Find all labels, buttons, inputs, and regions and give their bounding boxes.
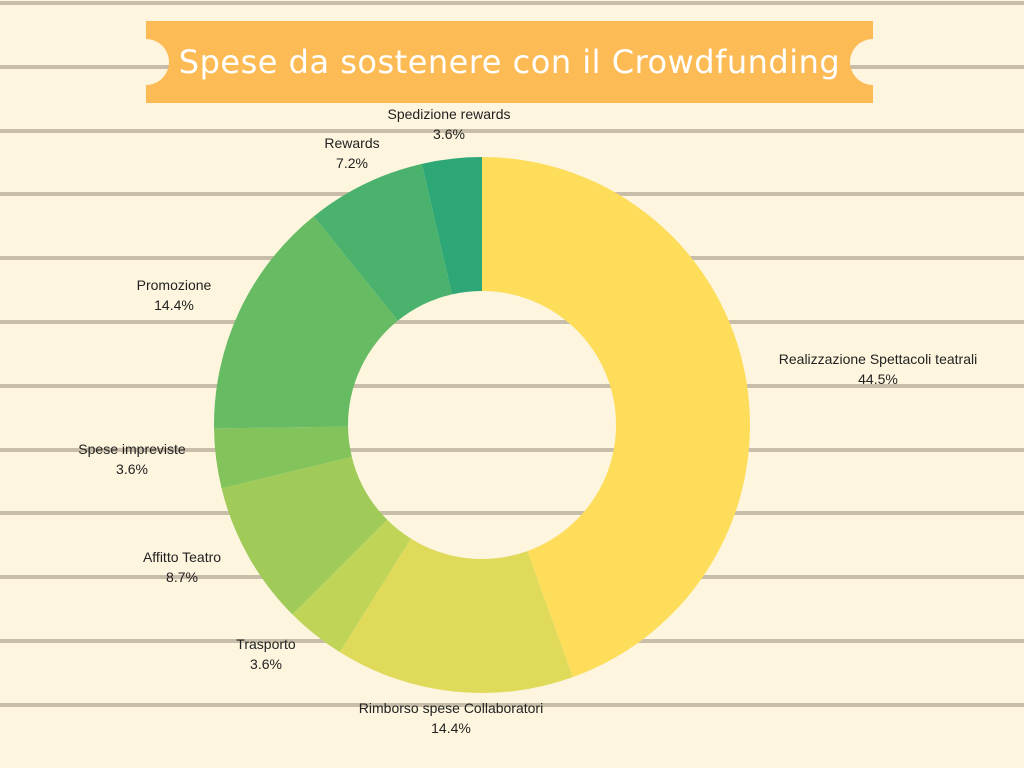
slice-label: Trasporto (236, 636, 296, 652)
slice-label: Spese impreviste (78, 441, 186, 457)
ruled-line (0, 129, 1024, 133)
slice-label: Spedizione rewards (388, 106, 511, 122)
slice-label: Rimborso spese Collaboratori (359, 700, 543, 716)
slice-value-label: 3.6% (250, 656, 282, 672)
pie-slice (292, 519, 411, 653)
pie-slice (339, 538, 573, 693)
pie-slice (214, 426, 352, 489)
slice-value-label: 8.7% (166, 569, 198, 585)
ruled-line (0, 1, 1024, 5)
ruled-line (0, 320, 1024, 324)
slice-value-label: 3.6% (433, 126, 465, 142)
pie-slice (214, 216, 398, 429)
ruled-line (0, 448, 1024, 452)
slice-value-label: 7.2% (336, 155, 368, 171)
pie-slice (221, 456, 388, 615)
chart-title: Spese da sostenere con il Crowdfunding (178, 43, 841, 81)
ruled-line (0, 511, 1024, 515)
slice-value-label: 44.5% (858, 371, 898, 387)
pie-slice (482, 157, 750, 678)
slice-label: Rewards (324, 135, 379, 151)
slice-value-label: 14.4% (154, 297, 194, 313)
slice-label: Affitto Teatro (143, 549, 221, 565)
slice-label: Realizzazione Spettacoli teatrali (779, 351, 977, 367)
slice-value-label: 3.6% (116, 461, 148, 477)
pie-slice (421, 157, 482, 295)
slice-value-label: 14.4% (431, 720, 471, 736)
slice-label: Promozione (137, 277, 212, 293)
ruled-line (0, 384, 1024, 388)
title-banner (146, 21, 873, 103)
pie-slice (313, 163, 452, 321)
ruled-line (0, 703, 1024, 707)
